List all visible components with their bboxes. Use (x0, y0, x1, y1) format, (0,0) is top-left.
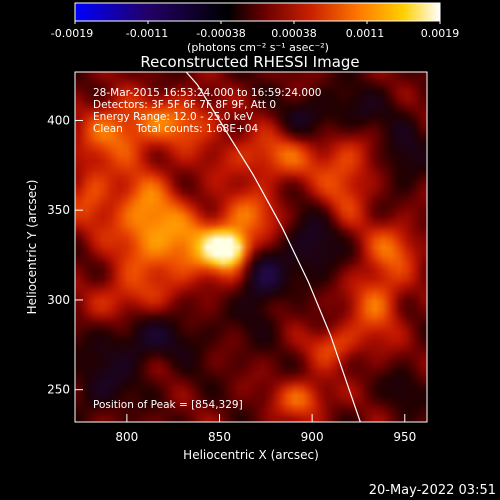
chart-title: Reconstructed RHESSI Image (140, 53, 359, 71)
y-tick-label: 400 (47, 113, 70, 127)
plot-frame (74, 71, 428, 423)
x-tick-label: 800 (115, 430, 138, 444)
x-tick-label: 950 (393, 430, 416, 444)
annotation-peak: Position of Peak = [854,329] (93, 399, 243, 411)
annotation-detectors: Detectors: 3F 5F 6F 7F 8F 9F, Att 0 (93, 99, 276, 111)
annotation-energy: Energy Range: 12.0 - 25.0 keV (93, 111, 254, 123)
solar-limb-line (185, 72, 361, 422)
y-tick-label: 350 (47, 203, 70, 217)
colorbar-tick-label: -0.00038 (196, 27, 245, 40)
colorbar: -0.0019 -0.0011 -0.00038 0.00038 0.0011 … (51, 2, 460, 54)
footer-date: 20-May-2022 03:51 (369, 483, 496, 498)
heatmap-image (75, 72, 427, 422)
x-axis-label: Heliocentric X (arcsec) (183, 448, 319, 462)
colorbar-gradient (74, 2, 441, 22)
annotation-block: 28-Mar-2015 16:53:24.000 to 16:59:24.000… (93, 87, 321, 411)
colorbar-tick-label: -0.0011 (126, 27, 168, 40)
x-tick-label: 850 (208, 430, 231, 444)
colorbar-tick-label: 0.0019 (421, 27, 460, 40)
x-axis: 800 850 900 950 (115, 414, 416, 444)
y-axis-label: Heliocentric Y (arcsec) (25, 180, 39, 315)
colorbar-tick-label: 0.00038 (271, 27, 317, 40)
colorbar-unit-label: (photons cm⁻² s⁻¹ asec⁻²) (187, 41, 329, 54)
annotation-time-range: 28-Mar-2015 16:53:24.000 to 16:59:24.000 (93, 87, 321, 99)
y-axis: 250 300 350 400 (47, 113, 83, 397)
colorbar-tick-label: -0.0019 (51, 27, 93, 40)
annotation-clean: Clean Total counts: 1.68E+04 (93, 123, 258, 135)
x-tick-label: 900 (301, 430, 324, 444)
y-tick-label: 300 (47, 293, 70, 307)
colorbar-tick-label: 0.0011 (346, 27, 385, 40)
y-tick-label: 250 (47, 383, 70, 397)
